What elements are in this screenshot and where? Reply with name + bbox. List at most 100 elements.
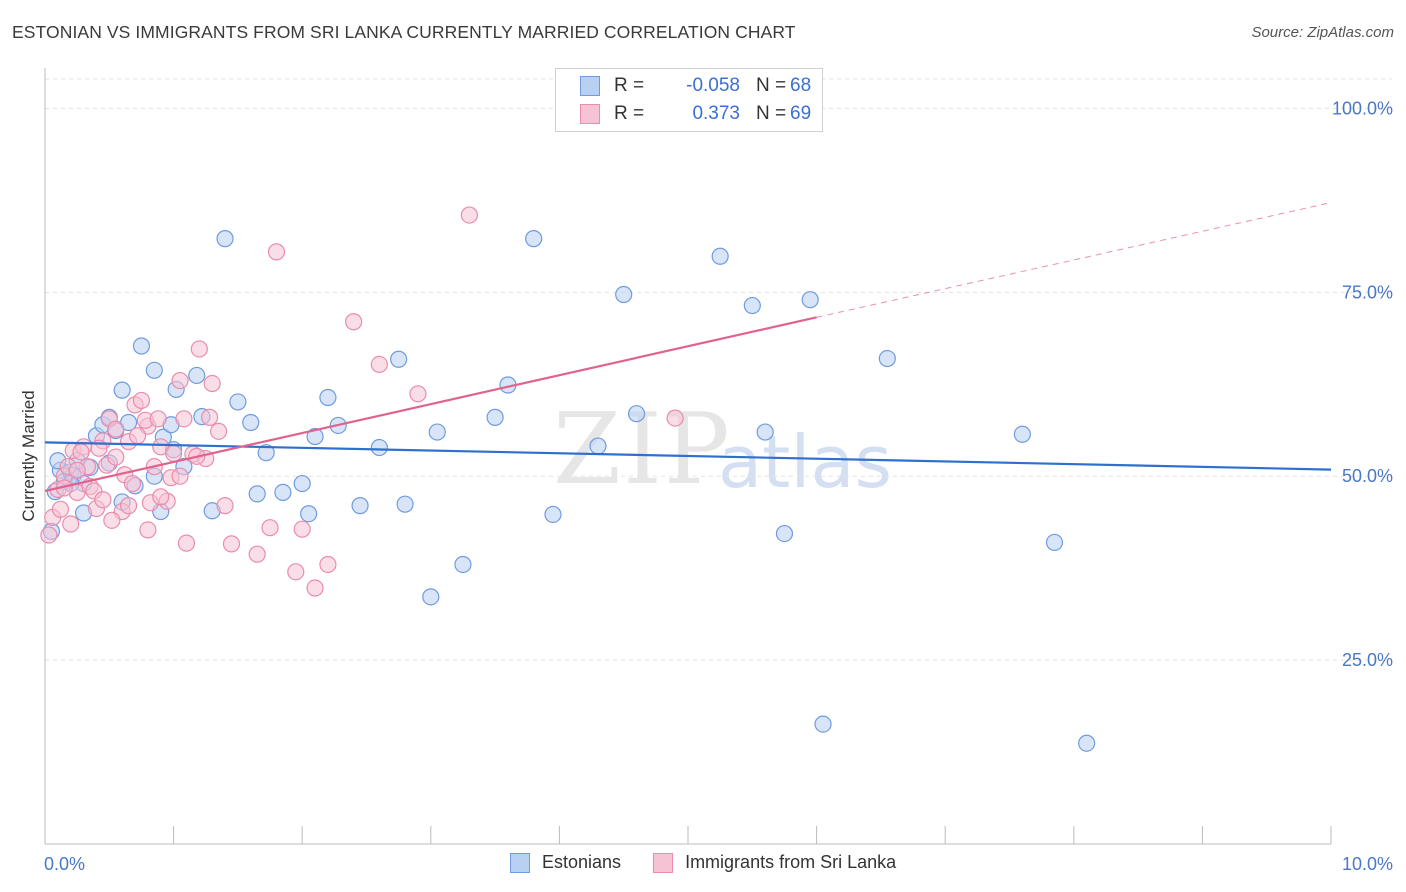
estonian-point [454, 555, 472, 574]
sri-lanka-point [319, 555, 337, 574]
sri-lanka-point [132, 391, 151, 410]
legend-row-estonians: R = -0.058 N = 68 [580, 74, 811, 98]
sri-lanka-point [287, 563, 305, 581]
x-tick-label: 10.0% [1342, 854, 1393, 874]
estonian-point [422, 588, 440, 606]
estonian-point [801, 291, 819, 309]
y-tick-label: 100.0% [1332, 98, 1393, 118]
series-legend: Estonians Immigrants from Sri Lanka [510, 852, 928, 873]
legend-r-value: -0.058 [686, 75, 740, 96]
sri-lanka-point [62, 515, 80, 533]
sri-lanka-point [51, 500, 70, 518]
sri-lanka-point [149, 410, 167, 428]
legend-n-value: 69 [790, 103, 812, 124]
sri-lanka-point [201, 408, 219, 426]
sri-lanka-point [306, 579, 324, 597]
estonian-point [589, 437, 607, 455]
sri-lanka-point [203, 374, 221, 393]
estonian-point [188, 366, 206, 385]
sri-lanka-point [248, 545, 266, 563]
legend-swatch-pink [580, 104, 600, 124]
y-tick-label: 50.0% [1342, 466, 1393, 486]
estonian-point [274, 483, 292, 501]
sri-lanka-trend-line [44, 316, 817, 492]
legend-swatch-blue [580, 76, 600, 96]
sri-lanka-point [72, 443, 90, 461]
estonian-trend-line [44, 441, 1332, 471]
sri-lanka-point [370, 355, 388, 374]
estonian-point [248, 485, 266, 503]
estonian-point [428, 423, 446, 441]
sri-lanka-point [261, 519, 279, 537]
estonian-point [229, 393, 247, 411]
estonian-point [486, 408, 504, 426]
sri-lanka-point [68, 461, 86, 479]
estonian-point [300, 505, 318, 523]
estonian-point [145, 361, 163, 379]
estonian-point [743, 296, 761, 315]
estonian-point [814, 715, 832, 733]
estonian-point [319, 388, 337, 407]
estonian-point [1045, 533, 1064, 552]
sri-lanka-point [152, 488, 170, 506]
y-tick-label: 75.0% [1342, 282, 1393, 302]
estonian-point [627, 405, 646, 423]
sri-lanka-point [460, 206, 478, 224]
estonian-point [1013, 425, 1031, 443]
sri-lanka-point [409, 385, 427, 403]
sri-lanka-point [107, 420, 125, 438]
legend-r-label: R = [614, 75, 645, 96]
estonian-point [396, 495, 414, 513]
legend-r-label: R = [614, 103, 645, 124]
estonian-point [525, 230, 543, 248]
sri-lanka-point [94, 491, 112, 509]
estonian-point [544, 505, 562, 524]
sri-lanka-point [666, 409, 684, 427]
sri-lanka-point [123, 474, 142, 493]
sri-lanka-point [128, 427, 147, 445]
estonian-point [306, 427, 324, 446]
estonian-point [711, 247, 729, 265]
legend-item-estonians[interactable]: Estonians [510, 852, 621, 873]
estonian-point [132, 337, 151, 355]
sri-lanka-point [139, 521, 157, 539]
y-tick-label: 25.0% [1342, 650, 1393, 670]
sri-lanka-point [267, 243, 286, 261]
estonian-point [390, 350, 408, 368]
sri-lanka-point [171, 467, 189, 485]
sri-lanka-point [216, 497, 234, 515]
sri-lanka-trend-extension [816, 202, 1332, 318]
legend-label-sri-lanka: Immigrants from Sri Lanka [685, 852, 897, 872]
estonian-point [615, 285, 633, 304]
sri-lanka-point [190, 340, 208, 358]
sri-lanka-point [103, 511, 121, 529]
x-tick-label: 0.0% [44, 854, 85, 874]
y-axis-title: Currently Married [19, 390, 38, 521]
estonian-point [756, 423, 774, 441]
legend-swatch-sri-lanka [653, 852, 674, 873]
chart-title: ESTONIAN VS IMMIGRANTS FROM SRI LANKA CU… [12, 22, 796, 42]
legend-item-sri-lanka[interactable]: Immigrants from Sri Lanka [653, 852, 896, 873]
legend-n-label: N = [756, 103, 787, 124]
legend-label-estonians: Estonians [542, 852, 622, 872]
legend-row-sri-lanka: R = 0.373 N = 69 [580, 102, 811, 126]
sri-lanka-point [175, 410, 193, 428]
sri-lanka-point [345, 313, 363, 331]
sri-lanka-point [177, 534, 196, 552]
legend-n-value: 68 [790, 75, 812, 96]
sri-lanka-point [40, 526, 58, 544]
estonian-point [1078, 734, 1096, 752]
sri-lanka-point [119, 497, 138, 515]
estonian-point [878, 349, 896, 368]
sri-lanka-point [165, 444, 183, 463]
estonian-point [257, 444, 275, 462]
estonian-point [293, 474, 311, 493]
legend-swatch-estonians [510, 852, 530, 873]
estonian-point [351, 497, 369, 515]
legend-r-value: 0.373 [692, 103, 740, 124]
estonian-point [370, 438, 388, 457]
sri-lanka-point [293, 520, 311, 538]
source-label: Source: ZipAtlas.com [1251, 24, 1394, 41]
sri-lanka-point [210, 422, 228, 440]
